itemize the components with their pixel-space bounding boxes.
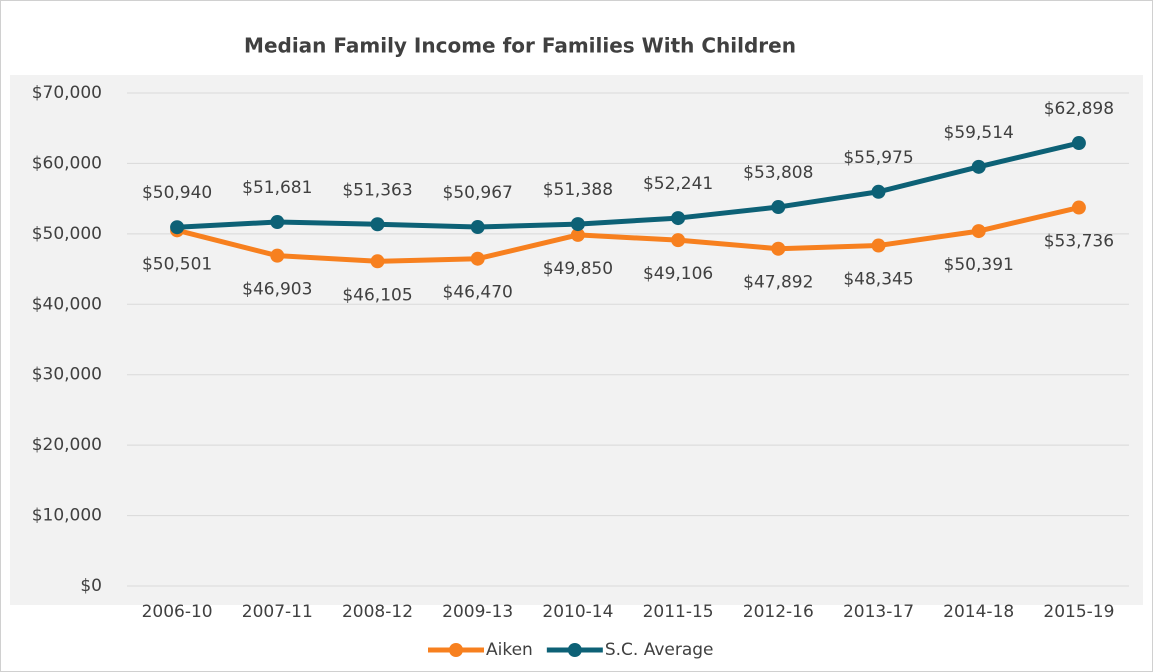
data-point: [771, 200, 786, 215]
data-point: [971, 224, 986, 239]
y-tick-label: $30,000: [32, 365, 102, 385]
data-point: [1071, 136, 1086, 151]
data-label: $59,514: [944, 123, 1014, 143]
data-point: [871, 238, 886, 253]
data-point: [971, 159, 986, 174]
data-point: [570, 227, 585, 242]
plot-background: [10, 75, 1143, 605]
y-tick-label: $20,000: [32, 435, 102, 455]
x-tick-label: 2006-10: [142, 602, 213, 622]
data-label: $53,808: [743, 163, 813, 183]
data-point: [470, 220, 485, 235]
data-label: $51,681: [242, 178, 312, 198]
data-label: $52,241: [643, 174, 713, 194]
x-tick-label: 2013-17: [843, 602, 914, 622]
legend-marker: [449, 643, 463, 657]
y-tick-label: $70,000: [32, 83, 102, 103]
y-tick-label: $10,000: [32, 506, 102, 526]
data-label: $51,388: [543, 180, 613, 200]
data-point: [671, 233, 686, 248]
legend-label: Aiken: [486, 640, 533, 660]
legend-label: S.C. Average: [605, 640, 714, 660]
data-point: [370, 254, 385, 269]
y-tick-label: $40,000: [32, 294, 102, 314]
y-tick-label: $50,000: [32, 224, 102, 244]
series-line: [176, 140, 1080, 230]
data-point: [270, 215, 285, 230]
x-tick-label: 2011-15: [643, 602, 714, 622]
data-point: [470, 251, 485, 266]
data-point: [570, 217, 585, 232]
data-point: [771, 241, 786, 256]
chart-title: Median Family Income for Families With C…: [244, 34, 796, 58]
data-label: $50,940: [142, 183, 212, 203]
data-label: $62,898: [1044, 99, 1114, 119]
data-label: $46,903: [242, 280, 312, 300]
data-label: $46,105: [342, 285, 412, 305]
data-point: [871, 184, 886, 199]
x-tick-label: 2007-11: [242, 602, 313, 622]
data-label: $50,501: [142, 254, 212, 274]
series-line: [176, 205, 1080, 264]
data-label: $50,967: [443, 183, 513, 203]
data-point: [1071, 200, 1086, 215]
data-point: [370, 217, 385, 232]
data-label: $48,345: [843, 270, 913, 290]
x-tick-label: 2009-13: [442, 602, 513, 622]
data-label: $51,363: [342, 180, 412, 200]
data-point: [270, 248, 285, 263]
x-tick-label: 2008-12: [342, 602, 413, 622]
data-label: $49,850: [543, 259, 613, 279]
data-point: [170, 220, 185, 235]
legend-marker: [567, 643, 582, 657]
x-tick-label: 2012-16: [743, 602, 814, 622]
data-label: $50,391: [944, 255, 1014, 275]
data-label: $49,106: [643, 264, 713, 284]
x-tick-label: 2015-19: [1043, 602, 1114, 622]
data-point: [671, 211, 686, 226]
x-tick-label: 2010-14: [542, 602, 613, 622]
y-tick-label: $0: [80, 576, 102, 596]
data-label: $47,892: [743, 273, 813, 293]
data-label: $46,470: [443, 283, 513, 303]
x-tick-label: 2014-18: [943, 602, 1014, 622]
data-label: $53,736: [1044, 232, 1114, 252]
y-tick-label: $60,000: [32, 153, 102, 173]
data-label: $55,975: [843, 148, 913, 168]
